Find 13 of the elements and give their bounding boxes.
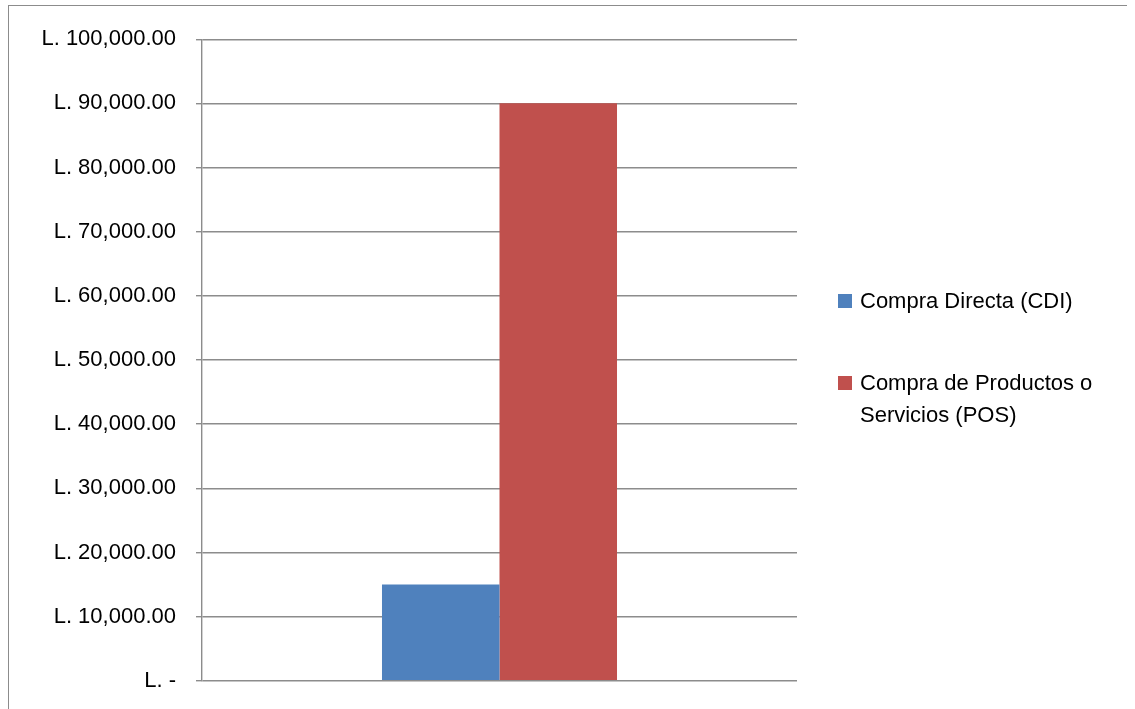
y-tick-label: L. - [144, 666, 176, 692]
y-tick-label: L. 50,000.00 [53, 346, 176, 372]
y-tick-label: L. 80,000.00 [53, 153, 176, 179]
y-tick-label: L. 30,000.00 [53, 474, 176, 500]
y-tick-label: L. 40,000.00 [53, 410, 176, 436]
y-tick-label: L. 100,000.00 [41, 25, 176, 51]
y-tick-label: L. 20,000.00 [53, 538, 176, 564]
y-tick-label: L. 60,000.00 [53, 281, 176, 307]
legend-label: Compra Directa (CDI) [860, 286, 1073, 315]
y-tick-label: L. 70,000.00 [53, 217, 176, 243]
y-tick-label: L. 10,000.00 [53, 602, 176, 628]
legend-label: Compra de Productos o Servicios (POS) [860, 368, 1094, 429]
y-tick-label: L. 90,000.00 [53, 89, 176, 115]
